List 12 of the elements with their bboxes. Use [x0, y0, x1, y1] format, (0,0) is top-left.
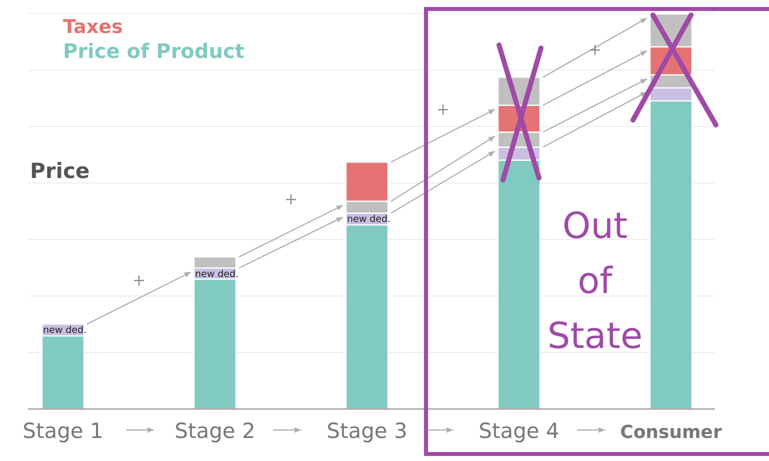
x-tick-label: Stage 3 [326, 419, 408, 443]
x-tick-label: Consumer [620, 422, 722, 443]
text: Taxes [63, 16, 123, 38]
x-tick-label: Stage 1 [22, 419, 104, 443]
annotation: new ded. [195, 268, 239, 280]
text: Price of Product [63, 39, 245, 63]
annotation: new ded. [347, 214, 391, 226]
x-tick-label: Stage 2 [174, 419, 256, 443]
y-axis-title: Price [30, 159, 90, 183]
x-tick-label: Stage 4 [478, 419, 560, 443]
annotation: new ded. [43, 325, 87, 336]
annotation: Out of State [547, 206, 643, 357]
